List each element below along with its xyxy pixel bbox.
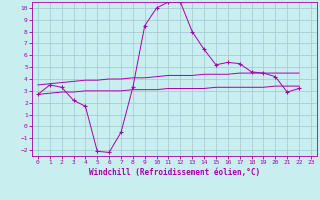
- X-axis label: Windchill (Refroidissement éolien,°C): Windchill (Refroidissement éolien,°C): [89, 168, 260, 177]
